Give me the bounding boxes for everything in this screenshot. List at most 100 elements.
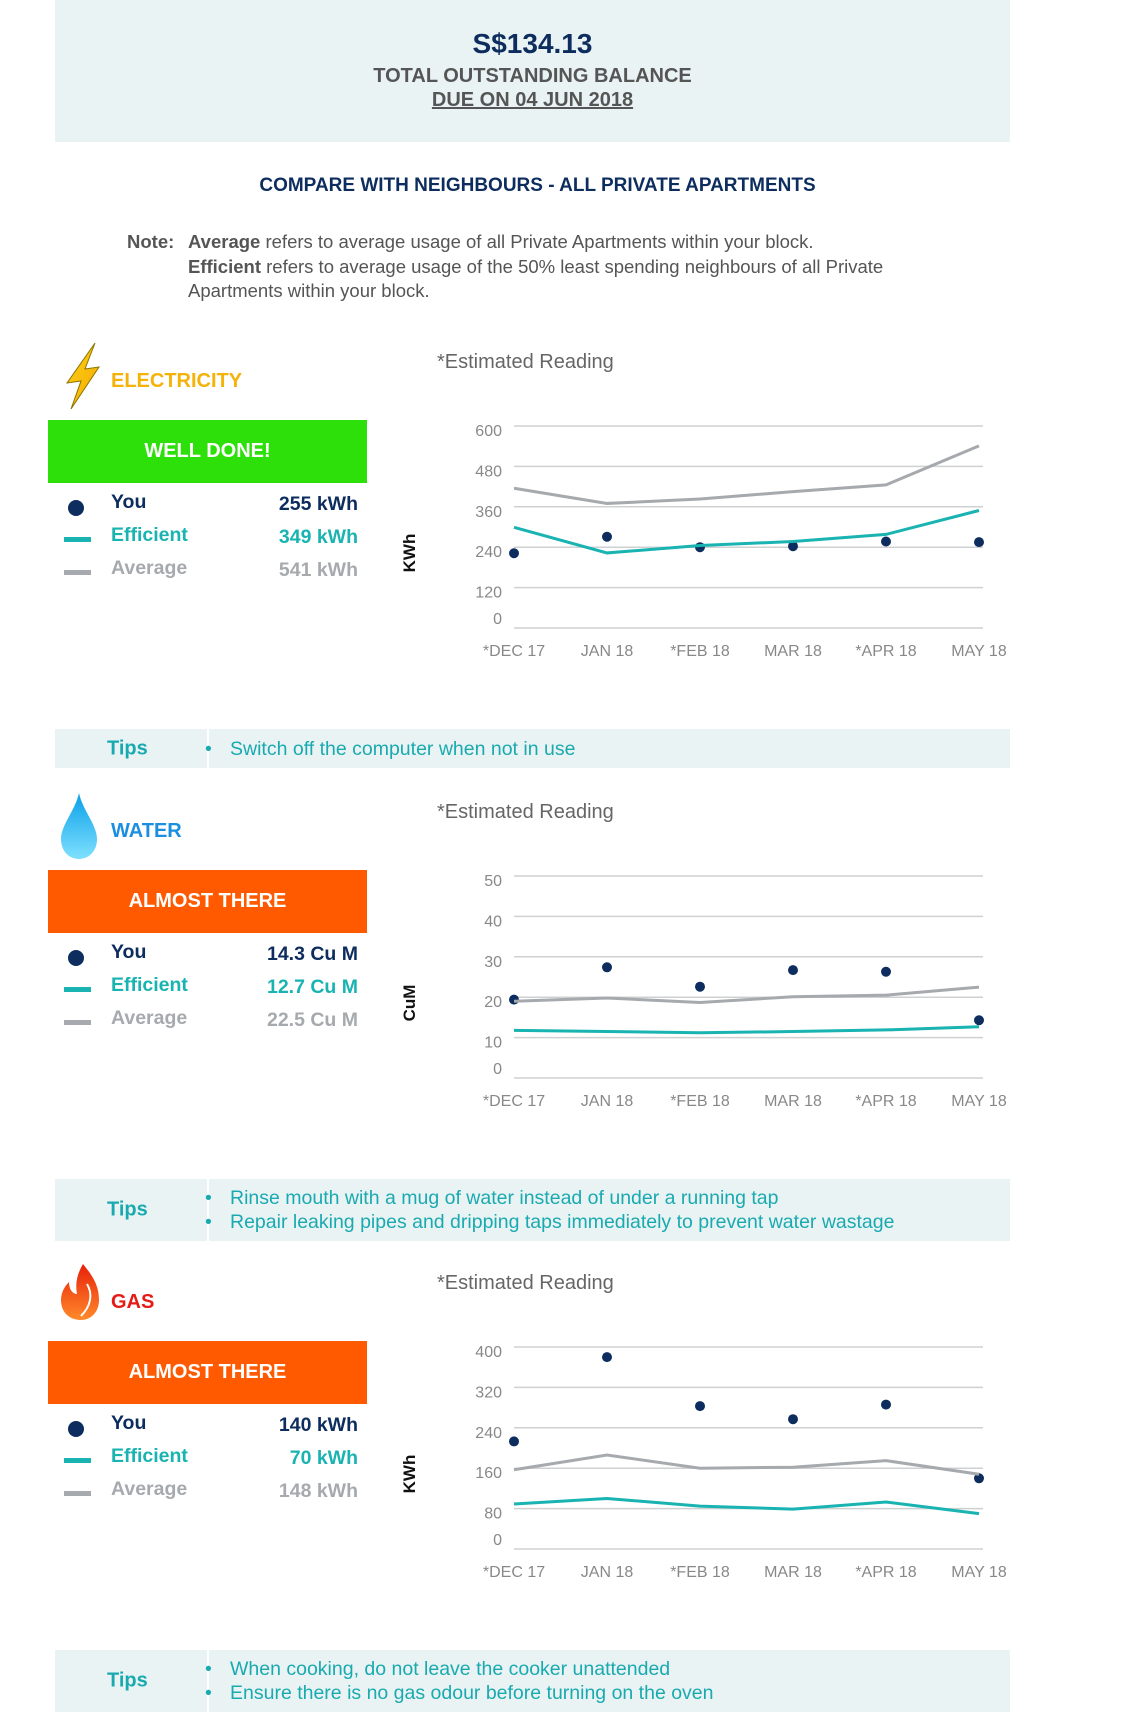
- x-tick-label: *DEC 17: [483, 1564, 545, 1581]
- data-point-you: [788, 1414, 798, 1425]
- note: Note: Average refers to average usage of…: [127, 230, 883, 301]
- data-point-you: [881, 1399, 891, 1410]
- data-point-you: [881, 966, 891, 977]
- x-tick-label: *APR 18: [855, 1564, 916, 1581]
- status-banner: ALMOST THERE: [48, 1341, 367, 1404]
- section-title: GAS: [111, 1291, 155, 1313]
- x-tick-label: MAY 18: [951, 643, 1007, 660]
- data-point-you: [788, 965, 798, 976]
- y-tick-label: 0: [493, 1061, 502, 1078]
- estimated-reading-note: *Estimated Reading: [437, 351, 614, 373]
- series-line-efficient: [513, 1496, 980, 1516]
- y-tick-label: 40: [484, 913, 502, 930]
- legend-you-marker: [68, 1421, 84, 1437]
- legend-average-marker: [64, 570, 91, 575]
- tips-box: Tips Switch off the computer when not in…: [55, 729, 1010, 768]
- usage-chart: 0 10 20 30 40 50 *DEC 17 JAN 18 *FEB 18 MAR 18 *AP…: [483, 873, 1007, 1110]
- x-tick-label: *DEC 17: [483, 643, 545, 660]
- legend-efficient-value: 12.7 Cu M: [266, 976, 358, 998]
- tip-item: Ensure there is no gas odour before turn…: [205, 1681, 714, 1705]
- legend-average-label: Average: [111, 1478, 188, 1500]
- x-tick-label: MAR 18: [764, 1564, 822, 1581]
- legend-efficient-marker: [64, 537, 91, 542]
- legend-average: Average 148 kWh: [60, 1478, 360, 1508]
- data-point-you: [509, 1436, 519, 1447]
- legend-you-value: 14.3 Cu M: [266, 943, 358, 965]
- y-tick-label: 80: [484, 1506, 502, 1523]
- status-banner: ALMOST THERE: [48, 870, 367, 933]
- due-date: DUE ON 04 JUN 2018: [431, 89, 634, 111]
- section-title: ELECTRICITY: [111, 370, 243, 392]
- legend-you: You 14.3 Cu M: [60, 941, 360, 971]
- legend-efficient-label: Efficient: [111, 524, 188, 546]
- legend-average-marker: [64, 1491, 91, 1496]
- legend-efficient-label: Efficient: [111, 1445, 188, 1467]
- y-tick-label: 10: [484, 1035, 502, 1052]
- data-point-you: [788, 541, 798, 552]
- note-average-key: Average: [188, 231, 261, 252]
- y-tick-label: 120: [475, 585, 502, 602]
- x-tick-label: MAR 18: [764, 643, 822, 660]
- data-point-you: [974, 1473, 984, 1484]
- legend-average-value: 541 kWh: [278, 559, 358, 581]
- legend-average-label: Average: [111, 557, 188, 579]
- y-tick-label: 30: [484, 954, 502, 971]
- y-tick-label: 0: [493, 611, 502, 628]
- y-tick-label: 360: [475, 504, 502, 521]
- y-tick-label: 0: [493, 1532, 502, 1549]
- x-tick-label: MAR 18: [764, 1093, 822, 1110]
- water-drop-icon: [57, 791, 105, 861]
- legend-you-marker: [68, 500, 84, 516]
- series-line-average: [513, 985, 980, 1004]
- y-axis-unit: CuM: [400, 984, 419, 1022]
- legend-average-marker: [64, 1020, 91, 1025]
- tips-box: Tips Rinse mouth with a mug of water ins…: [55, 1179, 1010, 1241]
- data-point-you: [881, 536, 891, 547]
- balance-header: S$134.13 TOTAL OUTSTANDING BALANCE DUE O…: [55, 0, 1010, 142]
- series-line-average: [513, 1453, 980, 1476]
- data-point-you: [974, 1015, 984, 1026]
- tips-label: Tips: [107, 737, 148, 759]
- legend-efficient: Efficient 70 kWh: [60, 1445, 360, 1475]
- note-average-text: refers to average usage of all Private A…: [260, 231, 814, 252]
- compare-title: COMPARE WITH NEIGHBOURS - ALL PRIVATE AP…: [259, 175, 816, 196]
- y-tick-label: 480: [475, 463, 502, 480]
- legend-average: Average 22.5 Cu M: [60, 1007, 360, 1037]
- x-tick-label: *DEC 17: [483, 1093, 545, 1110]
- legend-you: You 255 kWh: [60, 491, 360, 521]
- y-tick-label: 160: [475, 1465, 502, 1482]
- x-tick-label: *APR 18: [855, 1093, 916, 1110]
- legend-average-value: 148 kWh: [278, 1480, 358, 1502]
- tip-item: Rinse mouth with a mug of water instead …: [205, 1186, 894, 1210]
- legend-efficient-marker: [64, 987, 91, 992]
- data-point-you: [974, 537, 984, 548]
- y-tick-label: 400: [475, 1344, 502, 1361]
- legend-average: Average 541 kWh: [60, 557, 360, 587]
- legend-average-value: 22.5 Cu M: [266, 1009, 358, 1031]
- y-tick-label: 240: [475, 1425, 502, 1442]
- y-tick-label: 600: [475, 423, 502, 440]
- balance-label: TOTAL OUTSTANDING BALANCE: [373, 65, 692, 87]
- tip-item: When cooking, do not leave the cooker un…: [205, 1657, 714, 1681]
- legend-efficient-value: 349 kWh: [278, 526, 358, 548]
- y-tick-label: 240: [475, 544, 502, 561]
- tip-item: Repair leaking pipes and dripping taps i…: [205, 1210, 894, 1234]
- section-title: WATER: [111, 820, 182, 842]
- series-line-average: [513, 444, 980, 505]
- y-axis-unit: KWh: [400, 1454, 419, 1494]
- x-tick-label: *FEB 18: [670, 643, 730, 660]
- data-point-you: [509, 548, 519, 559]
- legend-you-label: You: [111, 941, 147, 963]
- data-point-you: [602, 1352, 612, 1363]
- legend-you-marker: [68, 950, 84, 966]
- series-line-efficient: [513, 509, 980, 555]
- legend-efficient: Efficient 12.7 Cu M: [60, 974, 360, 1004]
- legend-efficient-label: Efficient: [111, 974, 188, 996]
- legend-you-value: 255 kWh: [278, 493, 358, 515]
- flame-icon: [57, 1262, 105, 1332]
- x-tick-label: JAN 18: [581, 643, 634, 660]
- x-tick-label: JAN 18: [581, 1564, 634, 1581]
- tips-box: Tips When cooking, do not leave the cook…: [55, 1650, 1010, 1712]
- y-axis-unit: KWh: [400, 533, 419, 573]
- data-point-you: [602, 531, 612, 542]
